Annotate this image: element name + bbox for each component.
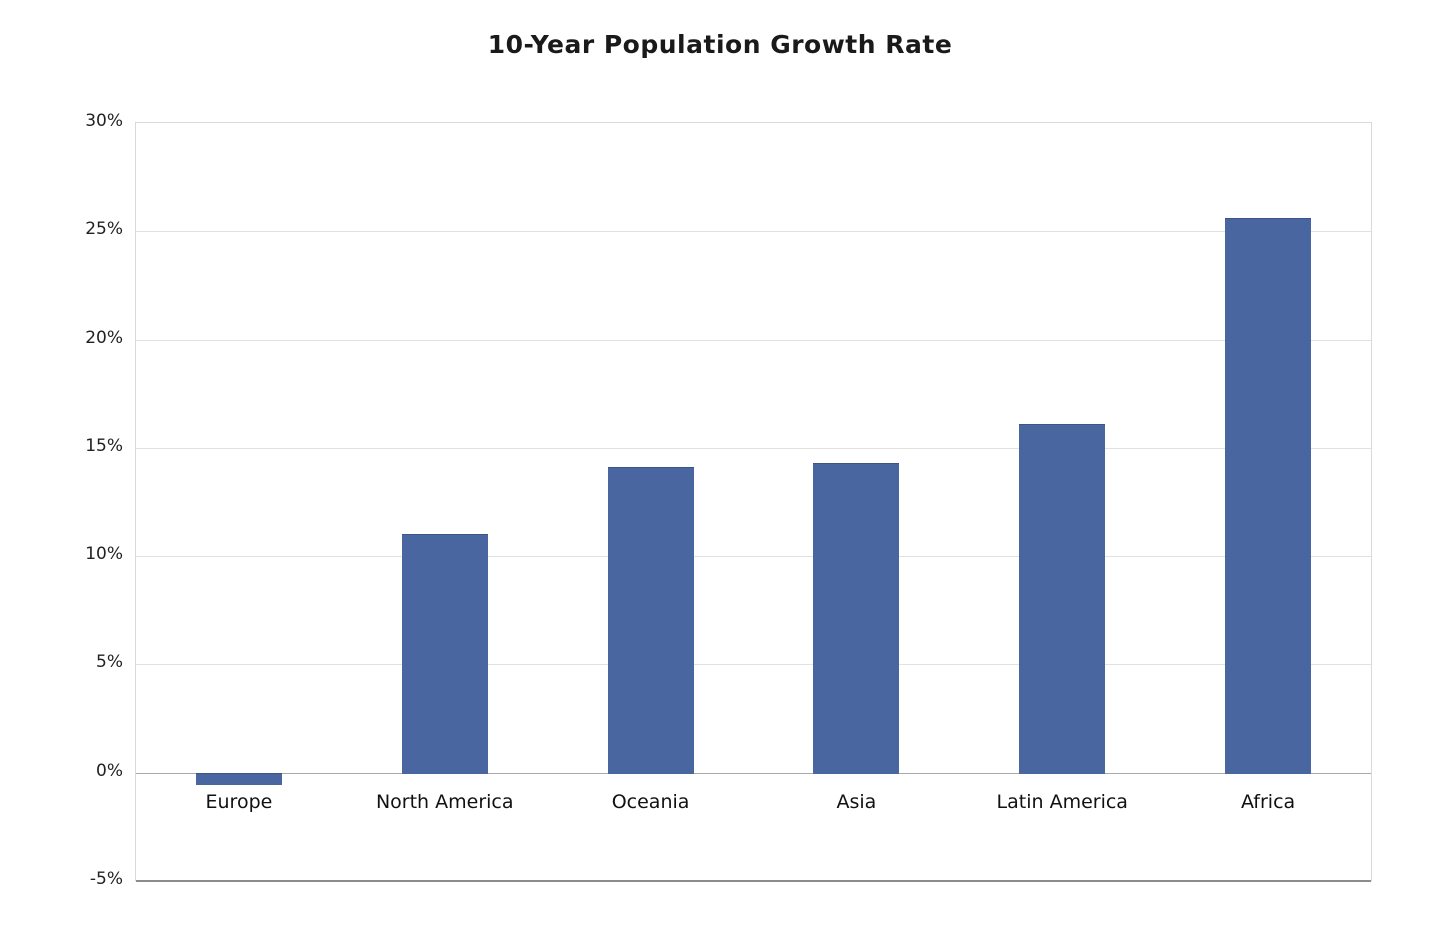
gridline — [136, 447, 1371, 449]
gridline — [136, 664, 1371, 666]
x-category-label: Africa — [1240, 790, 1296, 813]
chart-plot-area: Europe North America Oceania Asia Latin Amer… — [135, 122, 1372, 882]
y-tick-label: 0% — [96, 760, 123, 781]
bar — [813, 463, 900, 774]
gridline — [136, 556, 1371, 558]
y-tick-label: 20% — [85, 327, 123, 348]
x-category-label: Europe — [205, 790, 273, 813]
y-tick-label: 30% — [85, 111, 123, 131]
bar — [1019, 424, 1106, 774]
y-tick-label: 25% — [85, 219, 123, 240]
x-axis-line — [136, 880, 1371, 882]
bar — [195, 772, 282, 785]
gridline — [136, 231, 1371, 233]
y-tick-label: -5% — [89, 869, 123, 889]
x-category-label: Asia — [836, 790, 877, 813]
zero-axis-line — [136, 772, 1371, 774]
y-tick-label: 15% — [85, 435, 123, 456]
y-tick-label: 10% — [85, 544, 123, 565]
x-category-label: North America — [375, 790, 514, 813]
bar — [401, 534, 488, 774]
y-tick-label: 5% — [96, 652, 123, 673]
bar — [607, 467, 694, 774]
bar — [1225, 218, 1312, 774]
chart-title: 10-Year Population Growth Rate — [487, 30, 953, 59]
x-category-label: Oceania — [611, 790, 690, 813]
gridline — [136, 339, 1371, 341]
x-category-label: Latin America — [996, 790, 1128, 813]
